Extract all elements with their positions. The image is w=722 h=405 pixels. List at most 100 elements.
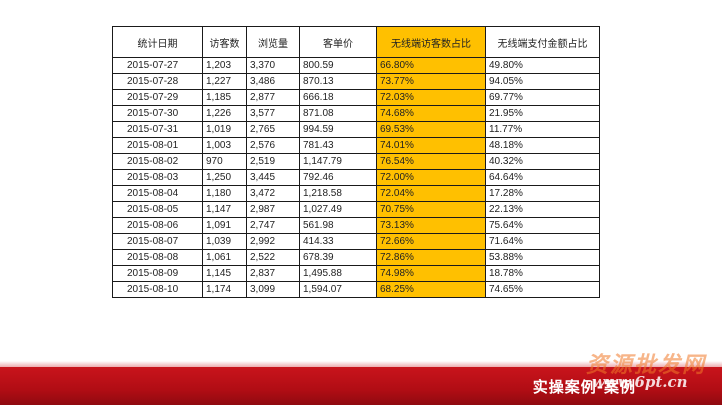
table-row: 2015-07-28 1,227 3,486 870.13 73.77% 94.05%	[112, 73, 600, 90]
table-cell: 2,519	[246, 153, 300, 170]
table-row: 2015-08-03 1,250 3,445 792.46 72.00% 64.64%	[112, 169, 600, 186]
table-row: 2015-08-07 1,039 2,992 414.33 72.66% 71.64%	[112, 233, 600, 250]
table-cell: 48.18%	[485, 137, 600, 154]
table-row: 2015-08-09 1,145 2,837 1,495.88 74.98% 18.78%	[112, 265, 600, 282]
watermark-logo: 资源批发网 www.6pt.cn	[580, 347, 720, 397]
table-cell: 2015-08-02	[112, 153, 203, 170]
table-row: 2015-08-10 1,174 3,099 1,594.07 68.25% 74.65%	[112, 281, 600, 298]
table-cell: 1,145	[202, 265, 247, 282]
table-row: 2015-08-08 1,061 2,522 678.39 72.86% 53.88%	[112, 249, 600, 266]
watermark-cn-text: 资源批发网	[586, 352, 707, 378]
table-row: 2015-08-05 1,147 2,987 1,027.49 70.75% 22.13%	[112, 201, 600, 218]
table-cell: 66.80%	[376, 57, 486, 74]
table-cell: 2015-07-29	[112, 89, 203, 106]
data-table-container: 统计日期 访客数 浏览量 客单价 无线端访客数占比 无线端支付金额占比 2015-07-2…	[112, 26, 600, 298]
table-cell: 21.95%	[485, 105, 600, 122]
footer-band: 实操案例-案例	[0, 361, 722, 405]
table-cell: 94.05%	[485, 73, 600, 90]
table-cell: 72.04%	[376, 185, 486, 202]
table-cell: 1,185	[202, 89, 247, 106]
table-cell: 68.25%	[376, 281, 486, 298]
table-cell: 3,370	[246, 57, 300, 74]
table-cell: 1,218.58	[299, 185, 377, 202]
table-cell: 72.00%	[376, 169, 486, 186]
table-cell: 1,227	[202, 73, 247, 90]
table-header-row: 统计日期 访客数 浏览量 客单价 无线端访客数占比 无线端支付金额占比	[112, 26, 600, 58]
table-cell: 1,003	[202, 137, 247, 154]
table-row: 2015-07-27 1,203 3,370 800.59 66.80% 49.80%	[112, 57, 600, 74]
table-cell: 76.54%	[376, 153, 486, 170]
table-cell: 69.77%	[485, 89, 600, 106]
table-cell: 72.03%	[376, 89, 486, 106]
table-cell: 2,747	[246, 217, 300, 234]
table-cell: 1,180	[202, 185, 247, 202]
table-cell: 69.53%	[376, 121, 486, 138]
table-cell: 17.28%	[485, 185, 600, 202]
table-cell: 74.01%	[376, 137, 486, 154]
table-cell: 70.75%	[376, 201, 486, 218]
table-row: 2015-08-02 970 2,519 1,147.79 76.54% 40.32%	[112, 153, 600, 170]
footer-title: 实操案例-案例	[532, 378, 636, 396]
table-cell: 74.65%	[485, 281, 600, 298]
table-cell: 2,765	[246, 121, 300, 138]
table-cell: 2015-07-27	[112, 57, 203, 74]
table-cell: 994.59	[299, 121, 377, 138]
table-cell: 781.43	[299, 137, 377, 154]
table-cell: 1,174	[202, 281, 247, 298]
table-row: 2015-07-29 1,185 2,877 666.18 72.03% 69.77%	[112, 89, 600, 106]
table-row: 2015-07-30 1,226 3,577 871.08 74.68% 21.95%	[112, 105, 600, 122]
table-cell: 2015-08-03	[112, 169, 203, 186]
table-cell: 1,061	[202, 249, 247, 266]
table-cell: 74.98%	[376, 265, 486, 282]
table-cell: 2015-08-04	[112, 185, 203, 202]
table-cell: 2015-07-30	[112, 105, 203, 122]
table-cell: 2,987	[246, 201, 300, 218]
table-cell: 75.64%	[485, 217, 600, 234]
table-cell: 2,877	[246, 89, 300, 106]
table-cell: 3,099	[246, 281, 300, 298]
table-cell: 2015-07-28	[112, 73, 203, 90]
column-header: 统计日期	[112, 26, 203, 58]
table-cell: 64.64%	[485, 169, 600, 186]
table-cell: 1,594.07	[299, 281, 377, 298]
table-cell: 2015-08-10	[112, 281, 203, 298]
table-cell: 2,992	[246, 233, 300, 250]
table-cell: 970	[202, 153, 247, 170]
table-cell: 3,577	[246, 105, 300, 122]
table-cell: 1,203	[202, 57, 247, 74]
table-cell: 1,147.79	[299, 153, 377, 170]
table-cell: 71.64%	[485, 233, 600, 250]
table-cell: 1,495.88	[299, 265, 377, 282]
column-header: 客单价	[299, 26, 377, 58]
table-cell: 73.77%	[376, 73, 486, 90]
table-cell: 1,019	[202, 121, 247, 138]
column-header: 无线端支付金额占比	[485, 26, 600, 58]
table-cell: 2,576	[246, 137, 300, 154]
table-cell: 2015-07-31	[112, 121, 203, 138]
table-cell: 2,837	[246, 265, 300, 282]
table-cell: 73.13%	[376, 217, 486, 234]
table-cell: 1,027.49	[299, 201, 377, 218]
data-table: 统计日期 访客数 浏览量 客单价 无线端访客数占比 无线端支付金额占比 2015-07-2…	[112, 26, 600, 298]
table-cell: 678.39	[299, 249, 377, 266]
table-cell: 11.77%	[485, 121, 600, 138]
table-cell: 1,226	[202, 105, 247, 122]
table-cell: 3,486	[246, 73, 300, 90]
table-cell: 1,039	[202, 233, 247, 250]
table-cell: 53.88%	[485, 249, 600, 266]
table-cell: 74.68%	[376, 105, 486, 122]
table-cell: 666.18	[299, 89, 377, 106]
table-cell: 561.98	[299, 217, 377, 234]
table-row: 2015-08-01 1,003 2,576 781.43 74.01% 48.18%	[112, 137, 600, 154]
table-cell: 414.33	[299, 233, 377, 250]
table-cell: 1,250	[202, 169, 247, 186]
table-cell: 2015-08-06	[112, 217, 203, 234]
table-row: 2015-08-04 1,180 3,472 1,218.58 72.04% 17.28%	[112, 185, 600, 202]
table-cell: 800.59	[299, 57, 377, 74]
table-body: 2015-07-27 1,203 3,370 800.59 66.80% 49.80% 20…	[112, 57, 600, 298]
table-cell: 792.46	[299, 169, 377, 186]
table-cell: 18.78%	[485, 265, 600, 282]
table-cell: 1,147	[202, 201, 247, 218]
table-cell: 2015-08-01	[112, 137, 203, 154]
